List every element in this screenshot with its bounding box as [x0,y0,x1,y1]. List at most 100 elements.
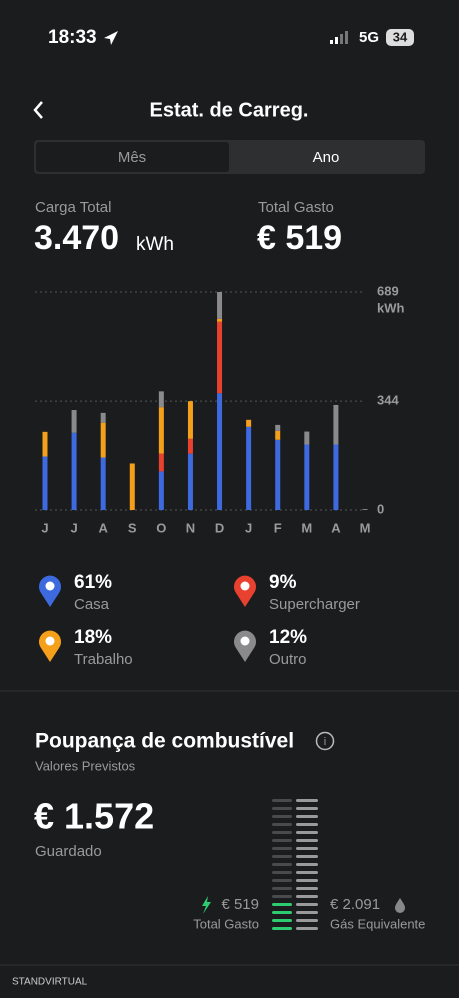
clock: 18:33 [48,27,97,48]
x-tick-label: F [274,520,282,535]
bar-segment [275,439,281,510]
bar-segment [129,463,135,510]
bar-segment [187,401,193,439]
bar-segment [217,393,223,510]
tab-label[interactable]: Mês [118,149,146,166]
legend-icon-dot [45,581,55,591]
gauge-bar [272,903,292,906]
info-glyph[interactable]: i [324,736,326,748]
gauge-bar [272,855,292,858]
gauge-bar [296,895,318,898]
bar-segment [42,431,48,457]
bar-segment [304,431,310,445]
bar-segment [187,438,193,454]
spent-caption: Total Gasto [193,916,259,931]
spent-amount: € 519 [221,896,259,913]
legend-icon [234,575,256,607]
battery-icon [386,29,414,46]
bar-segment [333,444,339,510]
legend-share: 9% [269,572,297,593]
gauge-bar [296,903,318,906]
savings-amount-label: Guardado [35,843,102,860]
spent-label: Total Gasto [258,199,334,216]
gauge-bar [296,831,318,834]
info-icon[interactable] [315,731,335,751]
gauge-bar [272,919,292,922]
gauge-bar [272,871,292,874]
savings-amount: € 1.572 [34,796,154,837]
tab-label[interactable]: Ano [313,149,340,166]
legend-icon-dot [45,636,55,646]
bar-segment [71,432,77,510]
back-button[interactable] [33,101,43,119]
gauge-bar [296,871,318,874]
charge-label: Carga Total [35,199,111,216]
legend-icon-dot [240,636,250,646]
bar-segment [158,453,164,472]
legend-icon [39,630,61,662]
gauge-bar [272,863,292,866]
watermark: STANDVIRTUAL [12,977,88,988]
gauge-bar [296,855,318,858]
location-icon [104,31,118,45]
bolt-icon [202,896,211,914]
gauge-bar [272,831,292,834]
bar-segment [333,404,339,445]
legend-share: 61% [74,572,112,593]
gauge-bar [272,911,292,914]
signal-icon [330,31,348,44]
y-unit: kWh [377,300,405,315]
gauge-bar [272,799,292,802]
bar-segment [71,410,77,433]
bar-segment [217,318,223,322]
x-tick-label: M [301,520,312,535]
legend-icon-dot [240,581,250,591]
gauge-bar [272,879,292,882]
battery-level: 34 [393,29,408,44]
gauge-bar [272,887,292,890]
gauge-bar [296,927,318,930]
bar-segment [187,453,193,510]
bar-segment [246,426,252,510]
bar-segment [100,457,106,510]
bar-segment [42,456,48,510]
gauge-bar [296,879,318,882]
gauge-bar [272,807,292,810]
legend-label: Outro [269,651,307,668]
bar-segment [217,321,223,394]
bar-segment [158,471,164,510]
gauge-bar [296,847,318,850]
bar-segment [100,422,106,458]
legend-label: Trabalho [74,651,133,668]
x-tick-label: J [41,520,48,535]
tab-month[interactable] [36,142,229,172]
bar-segment [275,430,281,440]
x-tick-label: D [215,520,224,535]
gauge-bar [272,815,292,818]
gas-caption: Gás Equivalente [330,916,425,931]
x-tick-label: S [128,520,137,535]
bar-segment [362,509,368,510]
savings-subtitle: Valores Previstos [35,758,136,773]
gauge-bar [272,895,292,898]
gauge-bar [272,927,292,930]
drop-icon [395,898,405,913]
legend: 61% Casa 9% Supercharger 18% Trabalho 12% Outro [39,572,360,668]
bar-segment [158,407,164,454]
gauge-bar [296,799,318,802]
y-tick-label: 689 [377,283,399,298]
gauge-bar [272,823,292,826]
x-tick-label: J [245,520,252,535]
gauge-bar [296,863,318,866]
legend-label: Casa [74,596,110,613]
chart: 0 344 689 kWh J J A S O N D J F M A M [35,283,405,535]
gauge [272,799,318,930]
page-title: Estat. de Carreg. [150,99,309,121]
x-tick-label: O [156,520,166,535]
x-tick-label: J [70,520,77,535]
y-tick-label: 0 [377,501,384,516]
gauge-bar [296,815,318,818]
savings-title: Poupança de combustível [35,730,294,753]
gauge-bar [272,839,292,842]
